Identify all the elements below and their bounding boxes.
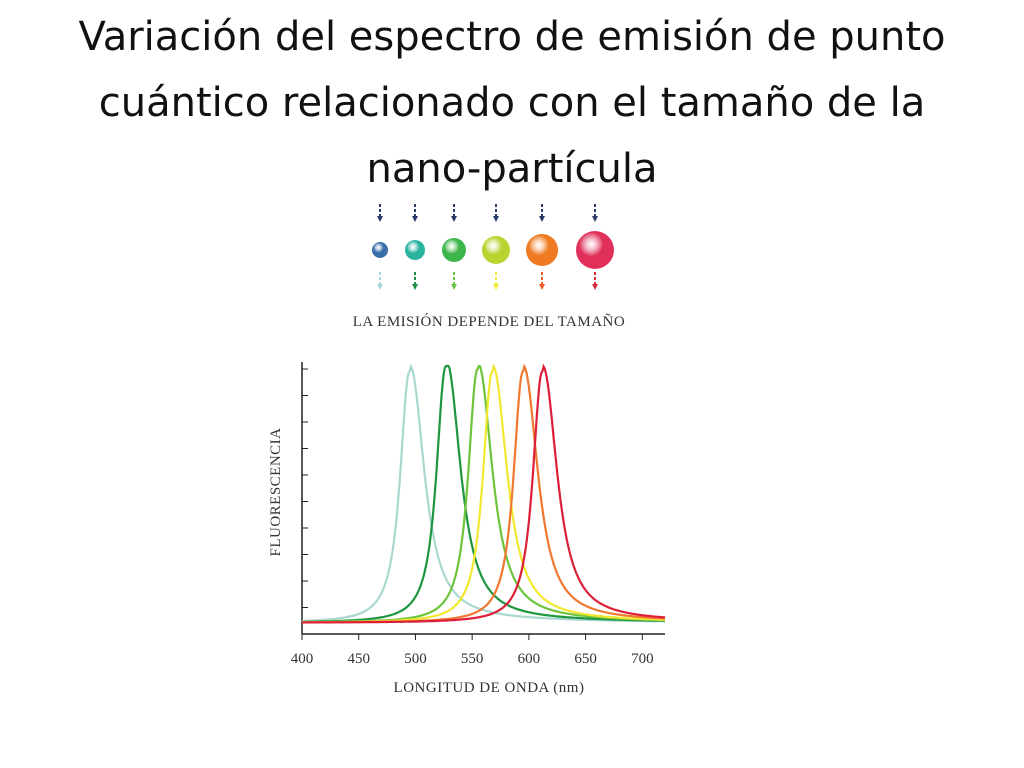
quantum-dot-6 xyxy=(576,204,614,290)
x-axis-label: LONGITUD DE ONDA (nm) xyxy=(394,680,585,696)
emission-arrow-head xyxy=(592,284,598,290)
slide-title: Variación del espectro de emisión de pun… xyxy=(78,14,946,192)
x-axis-ticks: 400 450 500 550 600 650 700 xyxy=(291,634,654,667)
emission-chart: 400 450 500 550 600 650 700 LONGITUD DE ONDA (… xyxy=(268,362,666,696)
x-tick-label: 400 xyxy=(291,651,314,667)
excitation-arrow-head xyxy=(412,216,418,222)
x-tick-label: 550 xyxy=(461,651,484,667)
series-line-3 xyxy=(302,364,665,624)
emission-arrow-head xyxy=(451,284,457,290)
emission-arrow-head xyxy=(412,284,418,290)
quantum-dot-sphere xyxy=(482,236,510,264)
quantum-dot-sphere xyxy=(372,242,388,258)
y-axis-label: FLUORESCENCIA xyxy=(268,427,284,556)
emission-arrow-head xyxy=(377,284,383,290)
x-tick-label: 650 xyxy=(574,651,597,667)
quantum-dots-illustration xyxy=(372,204,614,290)
excitation-arrow-head xyxy=(592,216,598,222)
x-tick-label: 500 xyxy=(404,651,427,667)
series-line-5 xyxy=(302,363,666,624)
x-tick-label: 700 xyxy=(631,651,654,667)
x-tick-label: 450 xyxy=(347,651,370,667)
quantum-dot-sphere xyxy=(405,240,425,260)
quantum-dot-sphere xyxy=(576,231,614,269)
emission-arrow-head xyxy=(493,284,499,290)
excitation-arrow-head xyxy=(377,216,383,222)
series-line-2 xyxy=(302,364,665,623)
excitation-arrow-head xyxy=(493,216,499,222)
quantum-dot-5 xyxy=(526,204,558,290)
series-line-4 xyxy=(301,363,666,624)
series-layer xyxy=(301,363,666,624)
excitation-arrow-head xyxy=(539,216,545,222)
x-tick-label: 600 xyxy=(518,651,541,667)
quantum-dot-sphere xyxy=(442,238,466,262)
y-axis-ticks xyxy=(302,368,308,635)
quantum-dot-4 xyxy=(482,204,510,290)
quantum-dot-sphere xyxy=(526,234,558,266)
quantum-dot-1 xyxy=(372,204,388,290)
illustration-caption: LA EMISIÓN DEPENDE DEL TAMAÑO xyxy=(353,313,625,330)
quantum-dot-2 xyxy=(405,204,425,290)
series-line-1 xyxy=(302,363,665,623)
emission-arrow-head xyxy=(539,284,545,290)
series-line-6 xyxy=(302,363,666,624)
excitation-arrow-head xyxy=(451,216,457,222)
quantum-dot-3 xyxy=(442,204,466,290)
